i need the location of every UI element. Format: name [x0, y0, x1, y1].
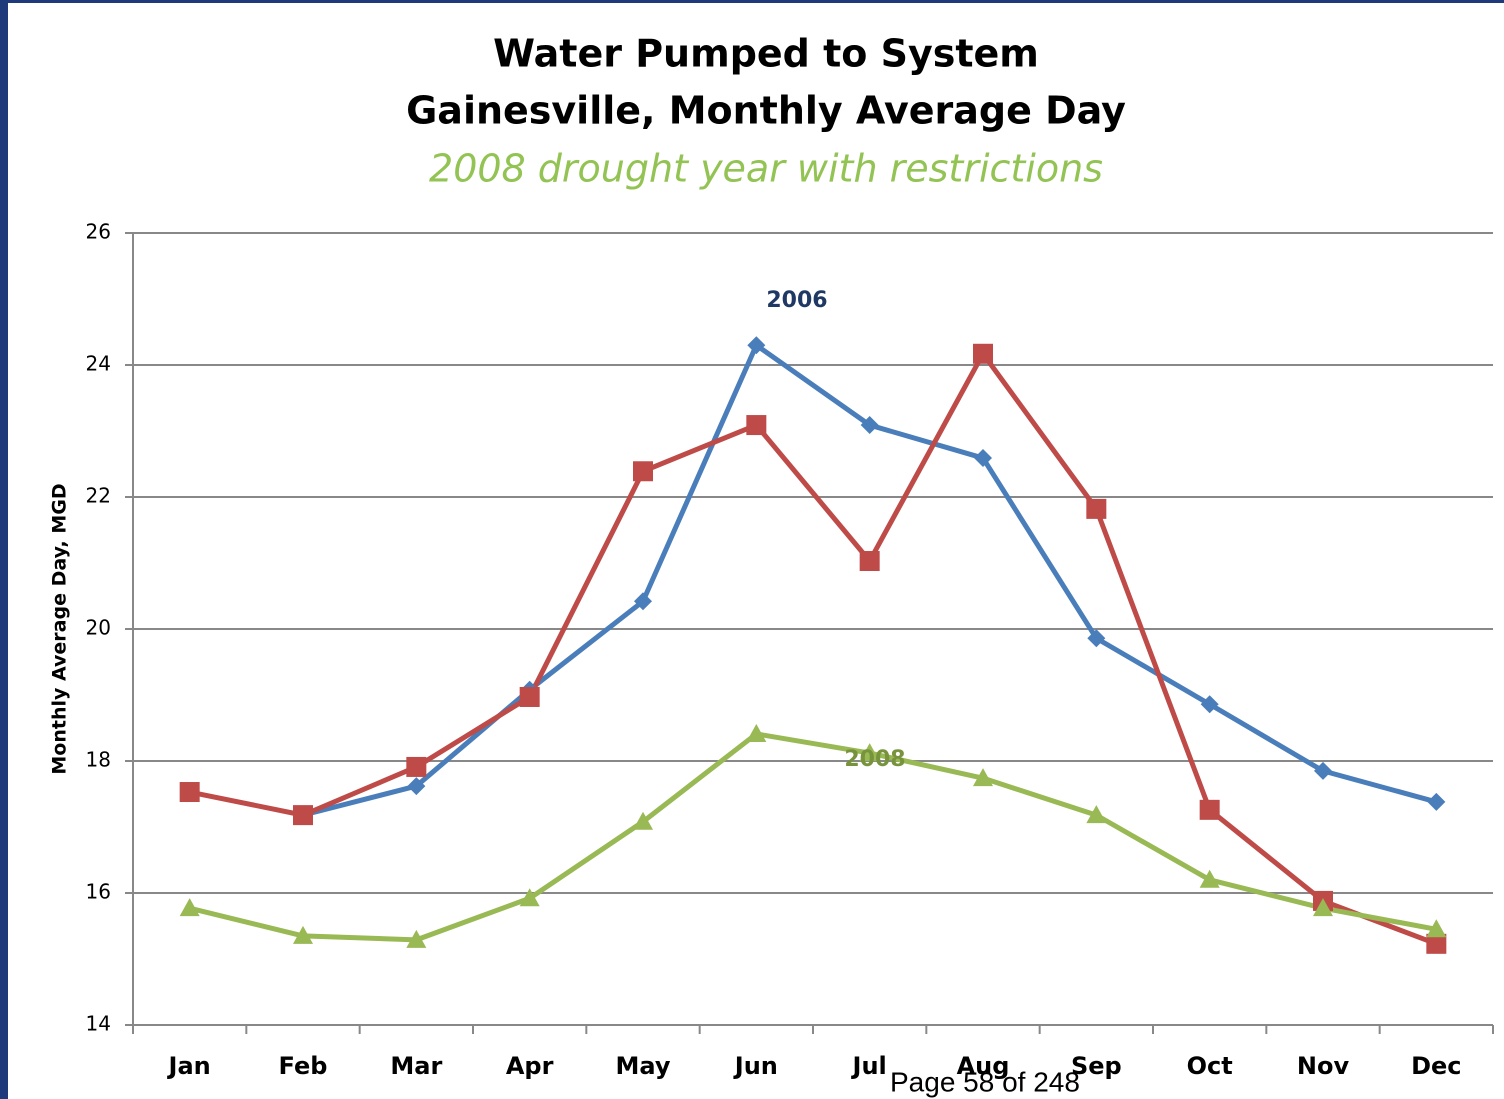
- point: [407, 777, 426, 796]
- point: [1426, 933, 1447, 954]
- point: [1426, 919, 1447, 938]
- x-tick-label: Apr: [506, 1052, 554, 1080]
- point: [746, 723, 767, 742]
- border-top: [0, 0, 1504, 3]
- point: [860, 416, 879, 435]
- y-axis-label: Monthly Average Day, MGD: [49, 483, 71, 774]
- point: [859, 743, 880, 762]
- point: [633, 811, 653, 830]
- point: [747, 336, 766, 355]
- y-tick-label: 16: [86, 880, 111, 904]
- x-tick-label: Mar: [390, 1052, 442, 1080]
- point: [1087, 629, 1106, 648]
- point: [634, 592, 652, 611]
- point: [519, 686, 540, 707]
- point: [1086, 805, 1107, 824]
- chart-title-line2: Gainesville, Monthly Average Day: [406, 89, 1126, 133]
- point: [746, 415, 767, 436]
- point: [859, 551, 880, 572]
- point: [519, 888, 540, 907]
- point: [406, 756, 427, 777]
- point: [293, 925, 313, 944]
- x-tick-label: May: [616, 1052, 671, 1080]
- y-tick-label: 22: [86, 484, 111, 508]
- point: [1199, 869, 1220, 888]
- point: [633, 461, 653, 482]
- y-tick-label: 20: [86, 616, 111, 640]
- border-left: [0, 0, 8, 1099]
- point: [973, 768, 993, 787]
- x-tick-label: Jan: [167, 1052, 211, 1080]
- point: [1313, 898, 1333, 917]
- x-tick-label: Aug: [957, 1052, 1010, 1080]
- y-tick-label: 26: [86, 220, 111, 244]
- point: [973, 343, 993, 364]
- x-tick-label: Jul: [851, 1052, 887, 1080]
- point: [1314, 761, 1332, 780]
- x-tick-label: Jun: [733, 1052, 778, 1080]
- chart-title: Water Pumped to System: [493, 32, 1039, 76]
- y-tick-label: 14: [86, 1012, 111, 1036]
- x-tick-label: Sep: [1071, 1052, 1122, 1080]
- point: [179, 898, 200, 917]
- series-line: [189, 351, 1438, 947]
- point: [974, 449, 992, 468]
- x-tick-label: Nov: [1297, 1052, 1350, 1080]
- point: [1200, 695, 1219, 714]
- series-line: [189, 731, 1437, 943]
- point: [1427, 792, 1446, 811]
- y-tick-label: 18: [86, 748, 111, 772]
- point: [179, 782, 200, 803]
- y-tick-label: 24: [86, 352, 111, 376]
- point: [1199, 799, 1220, 820]
- chart-subtitle: 2008 drought year with restrictions: [429, 147, 1103, 191]
- x-tick-label: Oct: [1187, 1052, 1233, 1080]
- point: [406, 929, 427, 948]
- point: [293, 805, 313, 826]
- x-tick-label: Dec: [1411, 1052, 1461, 1080]
- point: [1086, 498, 1107, 519]
- series-label: 2006: [766, 288, 827, 313]
- series-label: 2008: [844, 747, 905, 772]
- x-tick-label: Feb: [279, 1052, 328, 1080]
- page-footer: Page 58 of 248: [890, 1066, 1080, 1097]
